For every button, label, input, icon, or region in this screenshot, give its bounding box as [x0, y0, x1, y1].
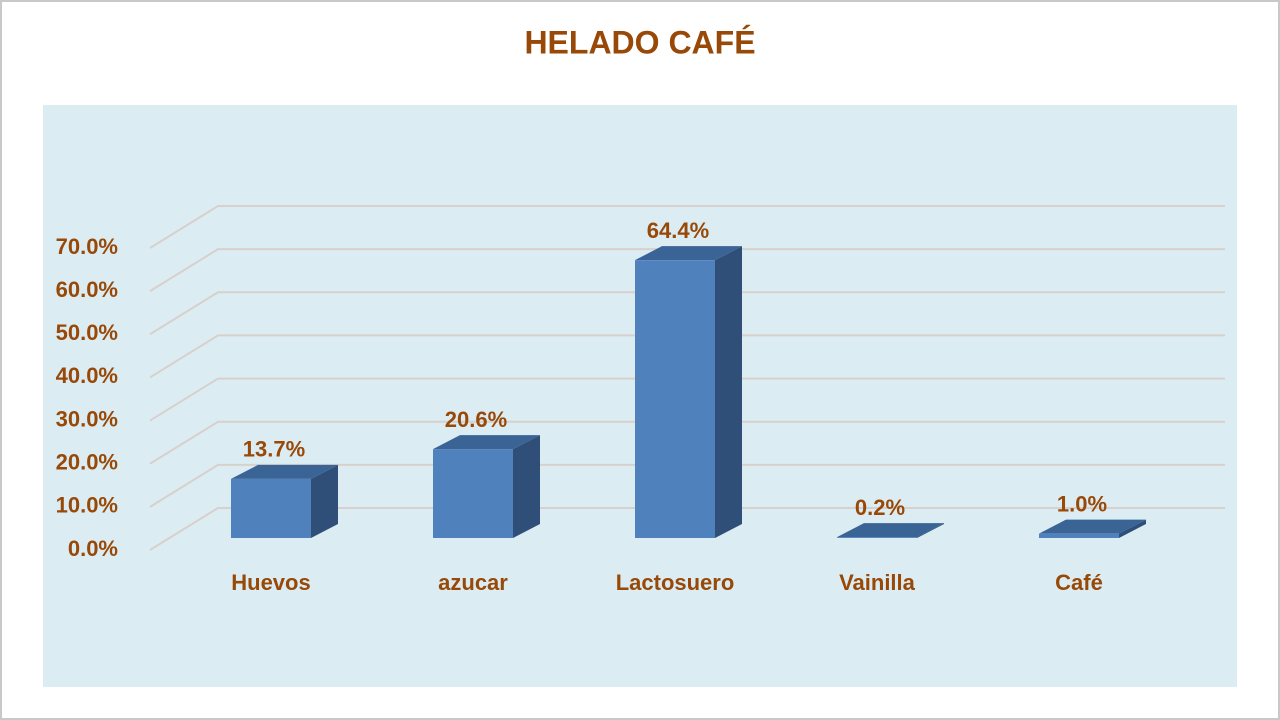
- grid-line: [149, 463, 1225, 508]
- x-tick-label: Vainilla: [839, 570, 916, 595]
- bar-side: [917, 523, 944, 538]
- x-tick-label: Lactosuero: [616, 570, 735, 595]
- x-tick-label: azucar: [438, 570, 508, 595]
- value-label: 13.7%: [243, 437, 305, 462]
- bar: [635, 260, 715, 538]
- value-label: 1.0%: [1057, 491, 1107, 516]
- bar-top: [635, 246, 742, 261]
- bar-side: [311, 464, 338, 538]
- value-label: 0.2%: [855, 495, 905, 520]
- value-label: 20.6%: [445, 407, 507, 432]
- grid-line: [149, 205, 1225, 249]
- y-tick-label: 60.0%: [56, 277, 118, 302]
- grid-line: [149, 291, 1225, 336]
- bar-top: [231, 464, 338, 479]
- grid-line: [149, 420, 1225, 465]
- x-tick-label: Café: [1055, 570, 1103, 595]
- bar: [837, 537, 917, 538]
- x-tick-label: Huevos: [231, 570, 310, 595]
- grid-line: [149, 377, 1225, 422]
- y-tick-label: 70.0%: [56, 234, 118, 259]
- value-label: 64.4%: [647, 218, 709, 243]
- y-tick-label: 10.0%: [56, 493, 118, 518]
- bar: [231, 478, 311, 538]
- bar: [433, 449, 513, 538]
- bar-side: [1119, 519, 1146, 538]
- y-tick-label: 30.0%: [56, 406, 118, 431]
- bar: [1039, 533, 1119, 538]
- grid-line: [149, 248, 1225, 292]
- y-tick-label: 50.0%: [56, 320, 118, 345]
- bar-side: [513, 435, 540, 538]
- y-tick-label: 0.0%: [68, 536, 118, 561]
- y-tick-label: 40.0%: [56, 363, 118, 388]
- bar-top: [837, 523, 944, 538]
- bar-top: [433, 435, 540, 450]
- bar-side: [715, 246, 742, 538]
- y-tick-label: 20.0%: [56, 450, 118, 475]
- chart-title: HELADO CAFÉ: [524, 24, 755, 60]
- grid-line: [149, 507, 1225, 551]
- grid-line: [149, 334, 1225, 379]
- bar-top: [1039, 519, 1146, 534]
